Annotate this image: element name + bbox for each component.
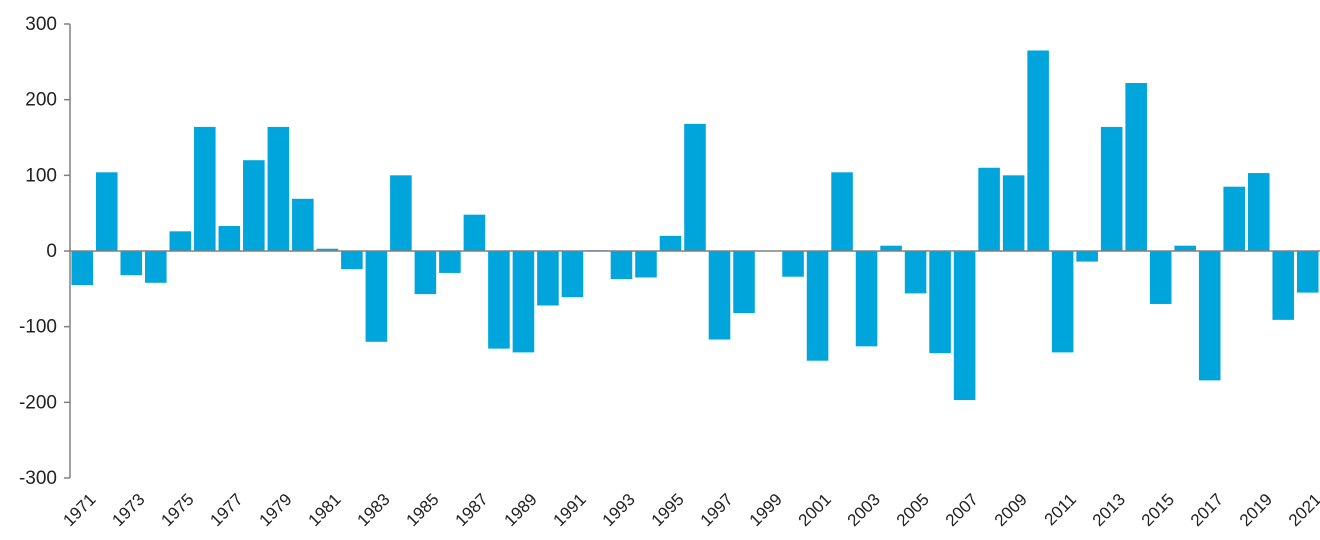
bar [1247, 173, 1270, 251]
bar [1002, 175, 1025, 251]
x-tick-label: 2015 [1138, 490, 1178, 530]
bar [463, 214, 486, 251]
bar [1100, 126, 1123, 251]
bar [880, 245, 902, 251]
bar [929, 251, 951, 354]
bar [806, 251, 829, 361]
bar [1027, 50, 1049, 251]
bar [169, 231, 192, 251]
bar [537, 251, 559, 306]
bar [95, 172, 118, 251]
x-tick-label: 2011 [1041, 490, 1080, 529]
x-tick-label: 2019 [1236, 490, 1276, 530]
bar [659, 235, 682, 251]
x-tick-label: 2001 [795, 490, 835, 530]
bar [1174, 245, 1196, 251]
y-tick-label: 300 [25, 14, 57, 35]
x-tick-label: 1973 [108, 490, 148, 530]
x-tick-label: 2013 [1089, 490, 1129, 530]
bar [1296, 251, 1319, 293]
bar [414, 251, 437, 295]
x-tick-label: 1979 [255, 490, 295, 530]
bar [708, 251, 731, 340]
bar [1076, 251, 1098, 262]
bar [978, 167, 1000, 251]
x-tick-label: 2005 [893, 490, 933, 530]
bar [488, 251, 510, 349]
bar [1223, 186, 1245, 251]
x-tick-label: 1985 [403, 490, 443, 530]
bar [855, 251, 878, 347]
bar [439, 251, 461, 273]
bar [684, 123, 706, 251]
bar [243, 160, 265, 251]
bar [1149, 251, 1172, 304]
bar [904, 251, 927, 294]
bar [365, 251, 388, 342]
y-tick-label: -100 [19, 317, 57, 338]
bar [194, 126, 216, 251]
bar [782, 251, 804, 277]
x-tick-label: 1993 [599, 490, 639, 530]
y-tick-label: -300 [19, 468, 57, 489]
bar [316, 248, 339, 251]
bar [1125, 83, 1147, 252]
y-tick-label: 200 [25, 90, 57, 111]
bar [341, 251, 363, 270]
bar [145, 251, 167, 283]
bar [512, 251, 535, 353]
x-tick-label: 1977 [206, 490, 246, 530]
bar [733, 251, 755, 314]
x-tick-label: 2003 [844, 490, 884, 530]
bar [1272, 251, 1295, 320]
bar [218, 226, 241, 251]
bar [1051, 251, 1074, 353]
bar [292, 198, 314, 251]
x-tick-label: 2007 [942, 490, 982, 530]
bar [267, 126, 290, 251]
bar [71, 251, 94, 286]
x-tick-label: 1981 [304, 490, 344, 530]
y-tick-label: 0 [46, 241, 57, 262]
bar [390, 175, 412, 251]
y-tick-label: 100 [25, 165, 57, 186]
x-tick-label: 2009 [991, 490, 1031, 530]
bar [1198, 251, 1221, 381]
bar [953, 251, 976, 401]
x-tick-label: 1991 [550, 490, 590, 530]
x-tick-label: 1999 [746, 490, 786, 530]
x-tick-label: 1987 [452, 490, 492, 530]
bar [561, 251, 584, 298]
x-tick-label: 2021 [1285, 490, 1320, 530]
x-tick-label: 2017 [1187, 490, 1227, 530]
x-tick-label: 1995 [648, 490, 688, 530]
x-tick-label: 1983 [354, 490, 394, 530]
y-tick-label: -200 [19, 392, 57, 413]
x-tick-label: 1997 [697, 490, 737, 530]
bar [120, 251, 143, 276]
bar [831, 172, 853, 251]
bar [610, 251, 633, 279]
x-tick-label: 1971 [59, 490, 99, 530]
x-tick-label: 1989 [501, 490, 541, 530]
bar [635, 251, 657, 278]
x-tick-label: 1975 [157, 490, 197, 530]
